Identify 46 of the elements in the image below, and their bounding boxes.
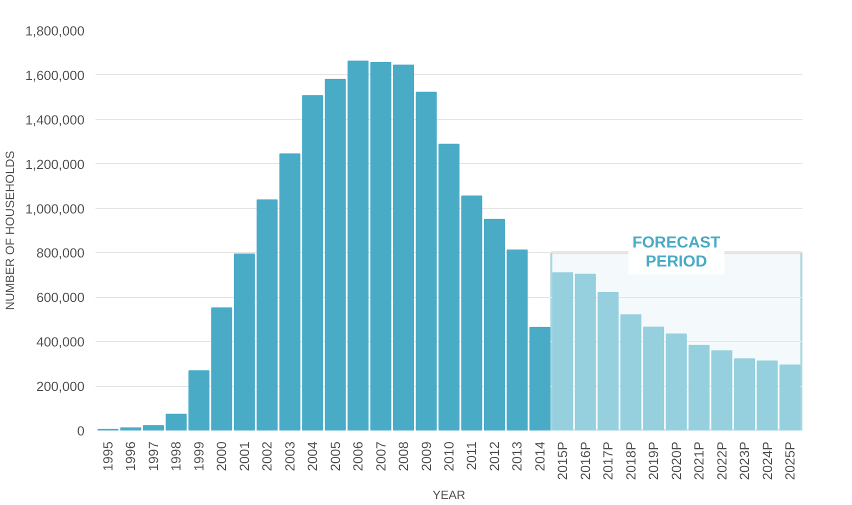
x-tick-label: 2016P [578,441,593,480]
x-tick-label: 2011 [464,441,480,470]
y-tick-label: 1,400,000 [25,112,85,128]
x-tick-label: 2001 [236,441,252,472]
x-tick-label: 2018P [623,441,638,480]
y-tick-label: 1,800,000 [25,24,85,38]
x-tick-label: 2025P [782,441,798,480]
y-tick-label: 400,000 [36,334,85,350]
y-tick-label: 1,600,000 [25,68,85,83]
bar [552,272,574,430]
x-tick-label: 2005 [328,441,343,472]
y-tick-label: 200,000 [36,379,85,394]
x-tick-label: 2000 [214,441,230,472]
x-tick-label: 2013 [510,441,525,472]
x-tick-label: 2006 [350,441,366,472]
x-tick-label: 2012 [486,441,502,472]
y-tick-label: 1,200,000 [25,156,85,172]
x-tick-label: 2020P [668,441,684,480]
x-tick-label: 2007 [373,441,388,472]
y-tick-label: 1,000,000 [25,201,85,216]
x-tick-label: 2010 [442,441,456,472]
x-axis-title: YEAR [432,488,466,502]
x-tick-label: 2004 [305,440,320,472]
x-tick-label: 1996 [123,441,138,472]
x-tick-label: 2022P [714,441,730,480]
x-tick-label: 2024P [760,441,775,480]
y-tick-label: 0 [77,424,85,438]
x-tick-label: 2021P [692,441,707,480]
x-tick-label: 2017P [600,441,616,480]
x-tick-label: 1998 [168,441,184,472]
y-axis-title: NUMBER OF HOUSEHOLDS [3,150,18,310]
x-tick-label: 2019P [646,441,662,480]
x-tick-label: 2003 [282,441,298,472]
x-tick-label: 2008 [396,441,412,472]
x-tick-label: 1999 [191,441,206,472]
band-label: FORECAST PERIOD [632,234,721,270]
x-tick-label: 2014 [532,440,548,472]
y-tick-label: 800,000 [36,246,85,261]
x-tick-label: 2015P [555,441,570,480]
x-tick-label: 2002 [260,441,275,472]
y-tick-label: 600,000 [36,290,85,306]
x-tick-label: 2009 [418,441,434,472]
x-tick-label: 1995 [100,441,116,472]
x-tick-label: 2023P [737,441,752,480]
x-tick-label: 1997 [146,441,161,472]
bar [529,326,550,430]
